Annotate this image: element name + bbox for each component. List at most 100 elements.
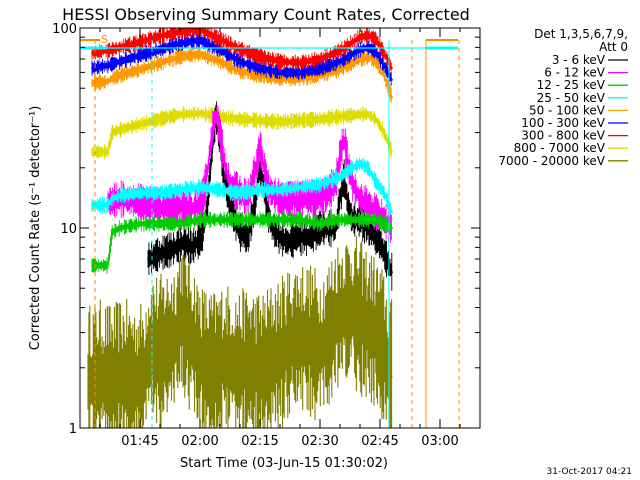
series-7-point-19 bbox=[391, 151, 393, 153]
series-0-point-10 bbox=[223, 176, 225, 178]
series-3-point-1 bbox=[99, 204, 101, 207]
series-0-point-19 bbox=[275, 231, 277, 234]
series-2-point-7 bbox=[179, 222, 181, 225]
series-0-point-13 bbox=[247, 236, 249, 239]
series-line-3 bbox=[92, 162, 393, 213]
series-3-point-12 bbox=[279, 189, 281, 191]
x-tick-label-0: 01:45 bbox=[121, 434, 158, 449]
series-4-point-9 bbox=[239, 70, 241, 72]
series-2-point-6 bbox=[159, 222, 161, 225]
series-7-point-18 bbox=[383, 131, 385, 134]
series-3-point-14 bbox=[319, 183, 321, 186]
series-1-point-5 bbox=[191, 207, 193, 210]
series-3-point-10 bbox=[239, 191, 241, 194]
series-7-point-13 bbox=[319, 118, 321, 121]
flag-label: S bbox=[101, 33, 108, 46]
series-7-point-15 bbox=[359, 113, 361, 116]
series-0-point-1 bbox=[175, 246, 177, 249]
series-1-point-17 bbox=[255, 166, 257, 169]
series-6-point-4 bbox=[139, 41, 141, 43]
series-6-point-1 bbox=[107, 49, 109, 52]
series-1-point-29 bbox=[339, 154, 341, 157]
series-2-point-15 bbox=[339, 218, 341, 221]
series-1-point-8 bbox=[207, 166, 209, 169]
series-2-point-10 bbox=[239, 218, 241, 221]
series-4-point-10 bbox=[259, 74, 261, 77]
series-5-point-5 bbox=[159, 48, 161, 51]
series-2-point-8 bbox=[199, 218, 201, 221]
series-2-point-16 bbox=[359, 218, 361, 221]
series-6-point-0 bbox=[91, 52, 93, 54]
series-5-point-10 bbox=[259, 67, 261, 69]
series-0-point-18 bbox=[271, 227, 273, 229]
series-0-point-27 bbox=[335, 227, 337, 229]
series-6-point-15 bbox=[359, 36, 361, 39]
series-1-point-18 bbox=[259, 144, 261, 146]
series-2-point-19 bbox=[383, 222, 385, 225]
series-band-4 bbox=[91, 46, 393, 104]
series-4-point-1 bbox=[107, 80, 109, 83]
series-4-point-0 bbox=[91, 82, 93, 84]
series-0-point-0 bbox=[147, 258, 149, 260]
series-3-point-9 bbox=[219, 189, 221, 191]
x-tick-label-2: 02:15 bbox=[241, 434, 278, 449]
series-line-1 bbox=[107, 114, 393, 229]
series-1-point-26 bbox=[319, 197, 321, 200]
series-0-point-4 bbox=[199, 238, 201, 241]
series-4-point-17 bbox=[375, 60, 377, 63]
footer-timestamp: 31-Oct-2017 04:21 bbox=[547, 467, 632, 477]
series-0-point-24 bbox=[311, 236, 313, 239]
series-band-2 bbox=[91, 211, 393, 274]
series-7-point-3 bbox=[119, 128, 121, 131]
series-0-point-7 bbox=[211, 151, 213, 153]
series-band-1 bbox=[107, 105, 393, 243]
series-4-point-19 bbox=[391, 96, 393, 99]
series-4-point-4 bbox=[139, 68, 141, 71]
series-7-point-9 bbox=[239, 118, 241, 121]
series-6-point-8 bbox=[219, 38, 221, 40]
series-1-point-13 bbox=[227, 176, 229, 178]
series-7-point-10 bbox=[259, 119, 261, 122]
legend-label-5: 100 - 300 keV bbox=[521, 116, 605, 130]
series-2-point-0 bbox=[91, 264, 93, 267]
series-line-8 bbox=[87, 308, 393, 383]
series-3-point-2 bbox=[107, 204, 109, 207]
series-3-point-7 bbox=[179, 189, 181, 191]
y-axis-label: Corrected Count Rate (s⁻¹ detector⁻¹) bbox=[28, 106, 43, 351]
series-7-point-0 bbox=[91, 151, 93, 153]
series-2-point-14 bbox=[319, 222, 321, 225]
series-band-8-strokes bbox=[87, 236, 393, 428]
series-5-point-6 bbox=[179, 42, 181, 44]
series-5-point-9 bbox=[239, 60, 241, 63]
x-tick-label-5: 03:00 bbox=[421, 434, 458, 449]
series-0-point-2 bbox=[183, 241, 185, 244]
series-0-point-28 bbox=[339, 197, 341, 200]
event-markers bbox=[80, 39, 460, 428]
chart-title: HESSI Observing Summary Count Rates, Cor… bbox=[62, 5, 470, 24]
series-7-point-7 bbox=[199, 112, 201, 115]
series-6-point-11 bbox=[279, 60, 281, 63]
series-4-point-8 bbox=[219, 60, 221, 63]
series-3-point-20 bbox=[383, 191, 385, 194]
series-5-point-19 bbox=[391, 79, 393, 81]
series-3-point-13 bbox=[299, 186, 301, 189]
series-6-point-17 bbox=[375, 38, 377, 40]
series-5-point-18 bbox=[383, 64, 385, 67]
series-3-point-0 bbox=[91, 204, 93, 207]
series-4-point-16 bbox=[367, 55, 369, 58]
series-0-point-35 bbox=[379, 241, 381, 244]
series-1-point-3 bbox=[159, 207, 161, 210]
series-1-point-11 bbox=[219, 131, 221, 134]
series-1-point-27 bbox=[327, 191, 329, 194]
series-4-point-3 bbox=[119, 74, 121, 77]
series-5-point-15 bbox=[359, 48, 361, 51]
series-5-point-3 bbox=[119, 60, 121, 63]
series-1-point-2 bbox=[139, 201, 141, 203]
series-3-point-21 bbox=[391, 211, 393, 214]
series-2-point-11 bbox=[259, 218, 261, 221]
series-0-point-30 bbox=[347, 204, 349, 207]
series-5-point-2 bbox=[111, 63, 113, 65]
series-7-point-14 bbox=[339, 115, 341, 118]
legend-label-2: 12 - 25 keV bbox=[537, 78, 606, 92]
series-5-point-14 bbox=[339, 60, 341, 63]
